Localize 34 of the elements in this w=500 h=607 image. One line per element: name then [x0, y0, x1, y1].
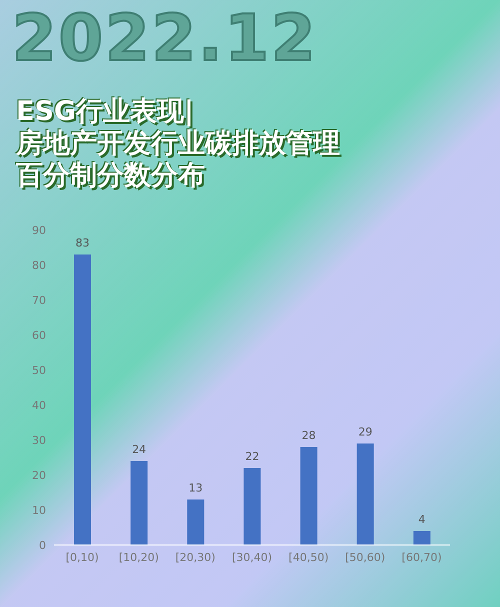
y-tick-label: 20 [32, 468, 46, 482]
bar [130, 461, 148, 545]
x-tick-label: [20,30) [175, 550, 216, 564]
data-label: 22 [245, 450, 260, 463]
data-label: 29 [358, 426, 372, 438]
data-label: 24 [132, 443, 146, 456]
bar [413, 531, 430, 545]
y-tick-label: 90 [32, 224, 46, 237]
text: 2022.12 [12, 2, 318, 76]
x-tick-label: [0,10) [66, 550, 99, 564]
bar [244, 468, 261, 545]
bar [300, 447, 318, 545]
data-label: 4 [418, 513, 426, 526]
bar [356, 444, 374, 545]
data-label: 28 [302, 429, 316, 442]
x-tick-label: [10,20) [118, 550, 159, 564]
chart-subtitle: 房地产开发行业碳排放管理百分制分数分布 [16, 128, 341, 192]
y-tick-label: 60 [32, 328, 46, 342]
x-tick-label: [50,60) [345, 550, 386, 564]
x-tick-label: [30,40) [232, 550, 272, 564]
y-tick-label: 10 [32, 504, 46, 517]
y-tick-label: 50 [32, 364, 46, 377]
data-label: 13 [188, 482, 203, 494]
y-tick-label: 40 [32, 398, 46, 412]
y-tick-label: 0 [39, 538, 46, 552]
x-tick-label: [60,70) [402, 550, 442, 564]
x-tick-label: [40,50) [288, 550, 329, 564]
y-tick-label: 80 [32, 258, 46, 272]
y-tick-label: 70 [32, 294, 46, 307]
chart-title: ESG行业表现| [16, 96, 195, 128]
y-tick-label: 30 [32, 434, 46, 447]
bar [187, 500, 204, 545]
data-label: 83 [76, 236, 90, 250]
bar [74, 254, 91, 545]
